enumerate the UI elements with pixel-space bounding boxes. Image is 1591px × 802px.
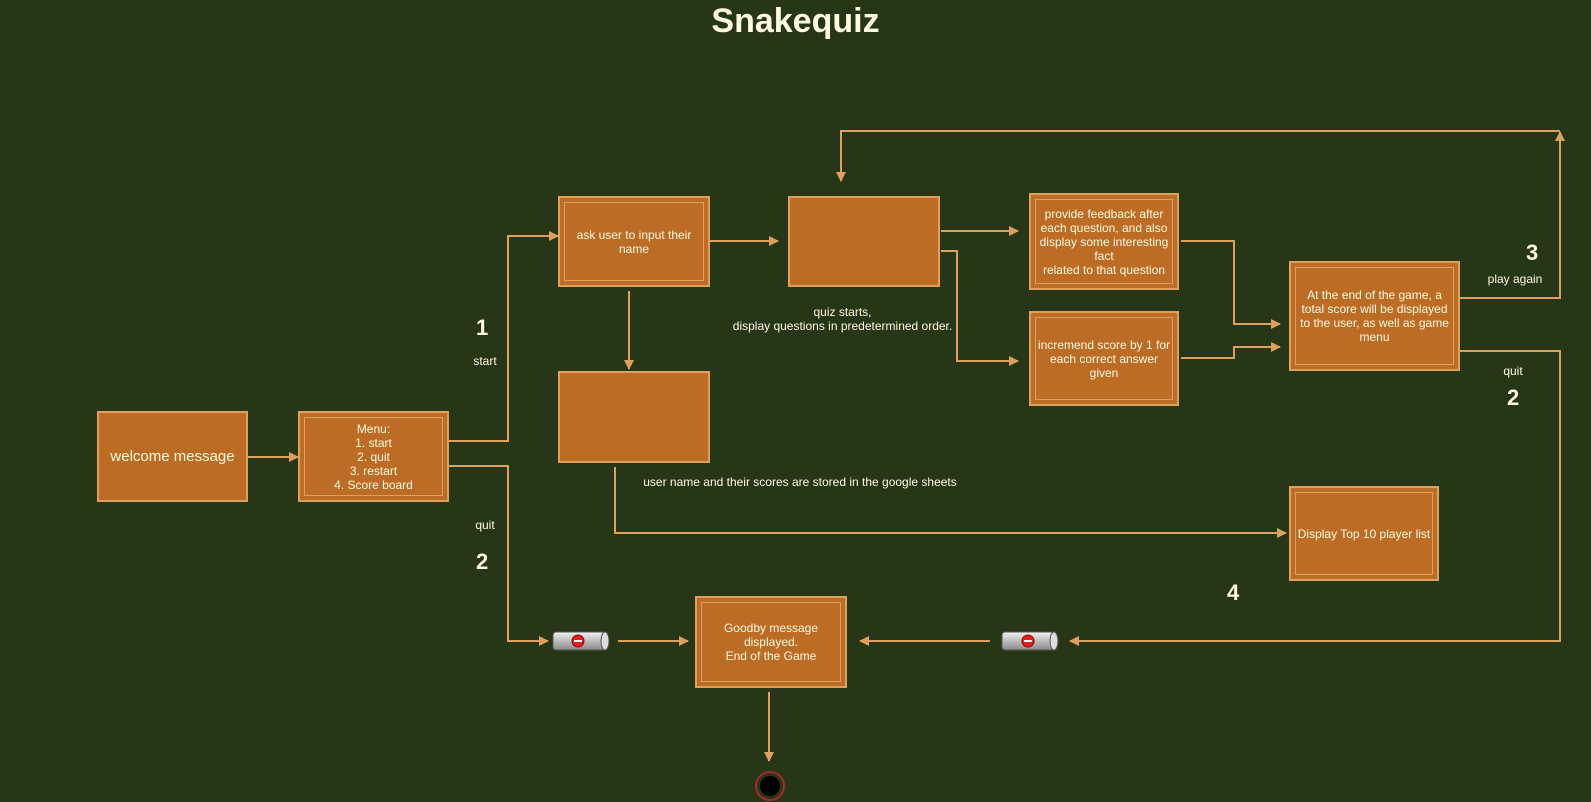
database-node [558, 371, 710, 463]
feedback-node: provide feedback after each question, an… [1029, 193, 1179, 290]
ask-name-node-label: ask user to input their name [576, 227, 692, 256]
edge-play-again-top [836, 130, 1560, 182]
end-terminal-icon [755, 771, 785, 801]
storage-label: user name and their scores are stored in… [643, 475, 957, 489]
end-score-node-label: At the end of the game, a total score wi… [1300, 288, 1449, 344]
welcome-node-label: welcome message [110, 447, 235, 465]
start-label: start [473, 354, 497, 368]
step-number-play-again: 3 [1526, 240, 1539, 265]
quit-label-right: quit [1503, 364, 1523, 378]
welcome-node: welcome message [97, 411, 248, 502]
edge-db-top10 [614, 467, 1287, 538]
feedback-node-label: provide feedback after each question, an… [1039, 206, 1169, 277]
edge-end-quit [1069, 350, 1561, 646]
quiz-starts-label: quiz starts, display questions in predet… [732, 305, 953, 333]
stop-pipe-icon [552, 631, 610, 651]
edge-feedback-end [1181, 240, 1281, 329]
end-score-node: At the end of the game, a total score wi… [1289, 261, 1460, 371]
increment-node: incremend score by 1 for each correct an… [1029, 311, 1179, 406]
play-again-label: play again [1487, 272, 1543, 286]
step-number-quit-right: 2 [1507, 385, 1520, 410]
edge-quiz-increment [941, 250, 1019, 366]
menu-node-label: Menu: 1. start 2. quit 3. restart 4. Sco… [334, 421, 413, 492]
edge-menu-quit [448, 465, 549, 646]
stop-pipe-icon [1001, 631, 1059, 651]
step-number-scoreboard: 4 [1227, 580, 1240, 605]
quiz-node [788, 196, 940, 287]
page-title: Snakequiz [711, 2, 880, 40]
top10-node-label: Display Top 10 player list [1297, 526, 1431, 541]
step-number-start: 1 [476, 315, 489, 340]
quit-label-left: quit [475, 518, 495, 532]
ask-name-node: ask user to input their name [558, 196, 710, 287]
edge-play-again [1460, 131, 1565, 299]
edge-increment-end [1181, 342, 1281, 359]
goodbye-node: Goodby message displayed. End of the Gam… [695, 596, 847, 688]
step-number-quit-left: 2 [476, 549, 489, 574]
menu-node: Menu: 1. start 2. quit 3. restart 4. Sco… [298, 411, 449, 502]
increment-node-label: incremend score by 1 for each correct an… [1037, 337, 1171, 380]
edge-menu-start [448, 231, 559, 442]
goodbye-node-label: Goodby message displayed. End of the Gam… [723, 621, 819, 663]
top10-node: Display Top 10 player list [1289, 486, 1439, 581]
